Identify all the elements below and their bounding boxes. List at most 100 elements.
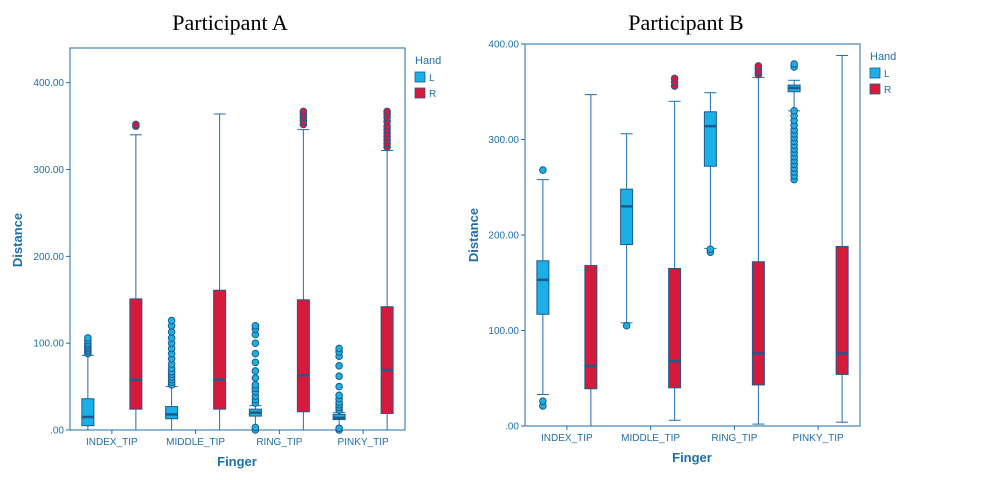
box-l-pinky_tip (332, 344, 346, 434)
x-tick-label: PINKY_TIP (338, 437, 389, 448)
legend: Hand LR (869, 51, 896, 96)
outlier-point (251, 374, 260, 382)
box-r-ring_tip (751, 62, 765, 425)
outlier-point (622, 321, 631, 330)
x-tick-label: INDEX_TIP (541, 433, 593, 444)
box-iqr (213, 289, 227, 410)
y-tick-label: 100.00 (33, 339, 64, 350)
box-r-pinky_tip (835, 54, 849, 423)
box-group (81, 107, 394, 434)
x-axis-title: Finger (217, 454, 257, 469)
outlier-point (335, 372, 343, 380)
x-axis-title: Finger (672, 450, 712, 465)
outlier-point (251, 423, 260, 432)
x-tick-label: PINKY_TIP (793, 433, 844, 444)
legend-swatch-l (869, 67, 881, 79)
outlier-point (383, 107, 391, 116)
y-tick-label: 200.00 (33, 252, 64, 263)
box-r-ring_tip (296, 107, 310, 431)
x-axis: INDEX_TIP MIDDLE_TIP RING_TIP PINKY_TIP (541, 426, 844, 444)
box-l-middle_tip (165, 316, 179, 431)
box-iqr (620, 188, 634, 246)
box-iqr (81, 398, 95, 427)
legend-label-r: R (884, 85, 891, 96)
box-r-index_tip (584, 94, 598, 427)
x-tick-label: MIDDLE_TIP (621, 433, 680, 444)
box-iqr (536, 260, 550, 315)
outlier-point (251, 367, 260, 375)
x-tick-label: RING_TIP (256, 437, 302, 448)
legend-title: Hand (870, 51, 896, 63)
y-tick-label: 100.00 (488, 326, 519, 337)
chart-title: Participant B (628, 10, 743, 35)
box-l-pinky_tip (787, 60, 801, 184)
box-iqr (380, 306, 394, 415)
legend-swatch-r (869, 83, 881, 95)
y-tick-label: .00 (505, 422, 519, 433)
y-axis: .00 100.00 200.00 300.00 400.00 (488, 40, 525, 433)
y-tick-label: .00 (50, 426, 64, 437)
outlier-point (251, 381, 260, 389)
box-l-ring_tip (248, 322, 262, 434)
x-tick-label: MIDDLE_TIP (166, 437, 225, 448)
box-iqr (584, 265, 598, 390)
boxplot-participant-a: Participant A .00 100.00 200.00 300.00 400.0… (10, 10, 441, 469)
y-tick-label: 400.00 (488, 40, 519, 51)
outlier-point (84, 334, 92, 342)
outlier-point (251, 349, 260, 358)
box-group (536, 54, 849, 427)
legend-title: Hand (415, 55, 441, 67)
x-tick-label: INDEX_TIP (86, 437, 138, 448)
box-iqr (129, 298, 143, 410)
legend: Hand LR (414, 55, 441, 100)
box-r-middle_tip (213, 113, 227, 431)
outlier-point (335, 344, 343, 353)
outlier-point (251, 339, 260, 347)
box-iqr (165, 406, 179, 420)
plot-frame (69, 47, 406, 431)
outlier-point (706, 245, 715, 254)
y-tick-label: 300.00 (33, 165, 64, 176)
outlier-point (251, 322, 260, 330)
chart-title: Participant A (172, 10, 288, 35)
outlier-point (670, 74, 679, 83)
y-axis-title: Distance (466, 208, 481, 262)
x-tick-label: RING_TIP (711, 433, 757, 444)
outlier-point (132, 120, 140, 129)
outlier-point (335, 391, 343, 400)
outlier-point (167, 316, 176, 325)
y-tick-label: 300.00 (488, 135, 519, 146)
legend-label-l: L (429, 73, 435, 84)
outlier-point (754, 62, 763, 70)
outlier-point (790, 107, 798, 115)
box-iqr (835, 245, 849, 375)
outlier-point (335, 361, 343, 370)
box-l-middle_tip (620, 133, 634, 330)
box-r-index_tip (129, 120, 143, 431)
box-l-ring_tip (703, 92, 717, 256)
boxplot-participant-b: Participant B .00 100.00 200.00 300.00 400.0… (466, 10, 896, 465)
box-iqr (703, 111, 717, 167)
outlier-point (539, 166, 547, 174)
box-iqr (751, 261, 765, 386)
legend-label-l: L (884, 69, 890, 80)
legend-label-r: R (429, 89, 436, 100)
legend-swatch-l (414, 71, 426, 83)
y-tick-label: 400.00 (33, 78, 64, 89)
legend-swatch-r (414, 87, 426, 99)
box-r-middle_tip (668, 74, 682, 421)
x-axis: INDEX_TIP MIDDLE_TIP RING_TIP PINKY_TIP (86, 430, 389, 448)
outlier-point (335, 382, 343, 391)
box-l-index_tip (81, 334, 95, 431)
box-iqr (668, 267, 682, 389)
outlier-point (299, 107, 308, 116)
box-l-index_tip (536, 166, 550, 410)
outlier-point (539, 397, 547, 405)
y-tick-label: 200.00 (488, 231, 519, 242)
outlier-point (335, 424, 343, 433)
box-r-pinky_tip (380, 107, 394, 431)
box-iqr (296, 299, 310, 413)
y-axis-title: Distance (10, 213, 25, 267)
outlier-point (790, 60, 798, 68)
